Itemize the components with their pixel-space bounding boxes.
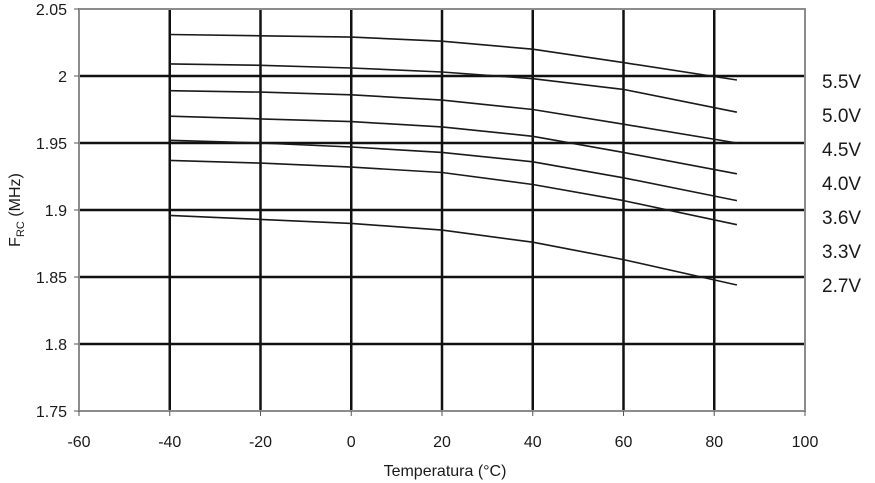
- legend-label: 5.5V: [822, 72, 861, 93]
- y-axis-title-tail: (MHz): [7, 173, 24, 221]
- series-group: [169, 33, 738, 286]
- y-axis-ticks: 1.75 1.8 1.85 1.9 1.95 2 2.05: [36, 2, 79, 421]
- legend: 5.5V 5.0V 4.5V 4.0V 3.6V 3.3V 2.7V: [822, 72, 861, 297]
- legend-label: 4.5V: [822, 140, 861, 161]
- legend-label: 4.0V: [822, 174, 861, 195]
- series-line-4.5V: [169, 89, 738, 144]
- series-line-2.7V: [169, 214, 738, 286]
- y-tick-label: 2.05: [36, 2, 67, 19]
- x-tick-label: 40: [524, 434, 542, 451]
- y-axis-title: FRC (MHz): [7, 173, 27, 247]
- series-line-5.0V: [169, 63, 738, 113]
- grid: [79, 9, 805, 411]
- x-tick-label: 0: [347, 434, 356, 451]
- y-axis-title-main: F: [7, 237, 24, 247]
- x-axis-ticks: -60 -40 -20 0 20 40 60 80 100: [67, 411, 818, 451]
- x-tick-label: 20: [433, 434, 451, 451]
- y-tick-label: 2: [58, 69, 67, 86]
- x-tick-label: 80: [705, 434, 723, 451]
- legend-label: 3.6V: [822, 208, 861, 229]
- x-tick-label: 60: [615, 434, 633, 451]
- x-tick-label: -20: [249, 434, 272, 451]
- y-tick-label: 1.85: [36, 270, 67, 287]
- y-tick-label: 1.95: [36, 136, 67, 153]
- y-tick-label: 1.75: [36, 404, 67, 421]
- series-line-4.0V: [169, 115, 738, 175]
- legend-label: 5.0V: [822, 106, 861, 127]
- x-tick-label: -40: [158, 434, 181, 451]
- y-tick-label: 1.8: [45, 337, 67, 354]
- series-line-5.5V: [169, 33, 738, 81]
- series-line-3.3V: [169, 159, 738, 226]
- series-line-3.6V: [169, 139, 738, 202]
- x-tick-label: -60: [67, 434, 90, 451]
- legend-label: 2.7V: [822, 276, 861, 297]
- x-axis-title: Temperatura (°C): [384, 463, 507, 480]
- legend-label: 3.3V: [822, 242, 861, 263]
- y-axis-title-subscript: RC: [15, 221, 27, 237]
- y-tick-label: 1.9: [45, 203, 67, 220]
- x-tick-label: 100: [792, 434, 819, 451]
